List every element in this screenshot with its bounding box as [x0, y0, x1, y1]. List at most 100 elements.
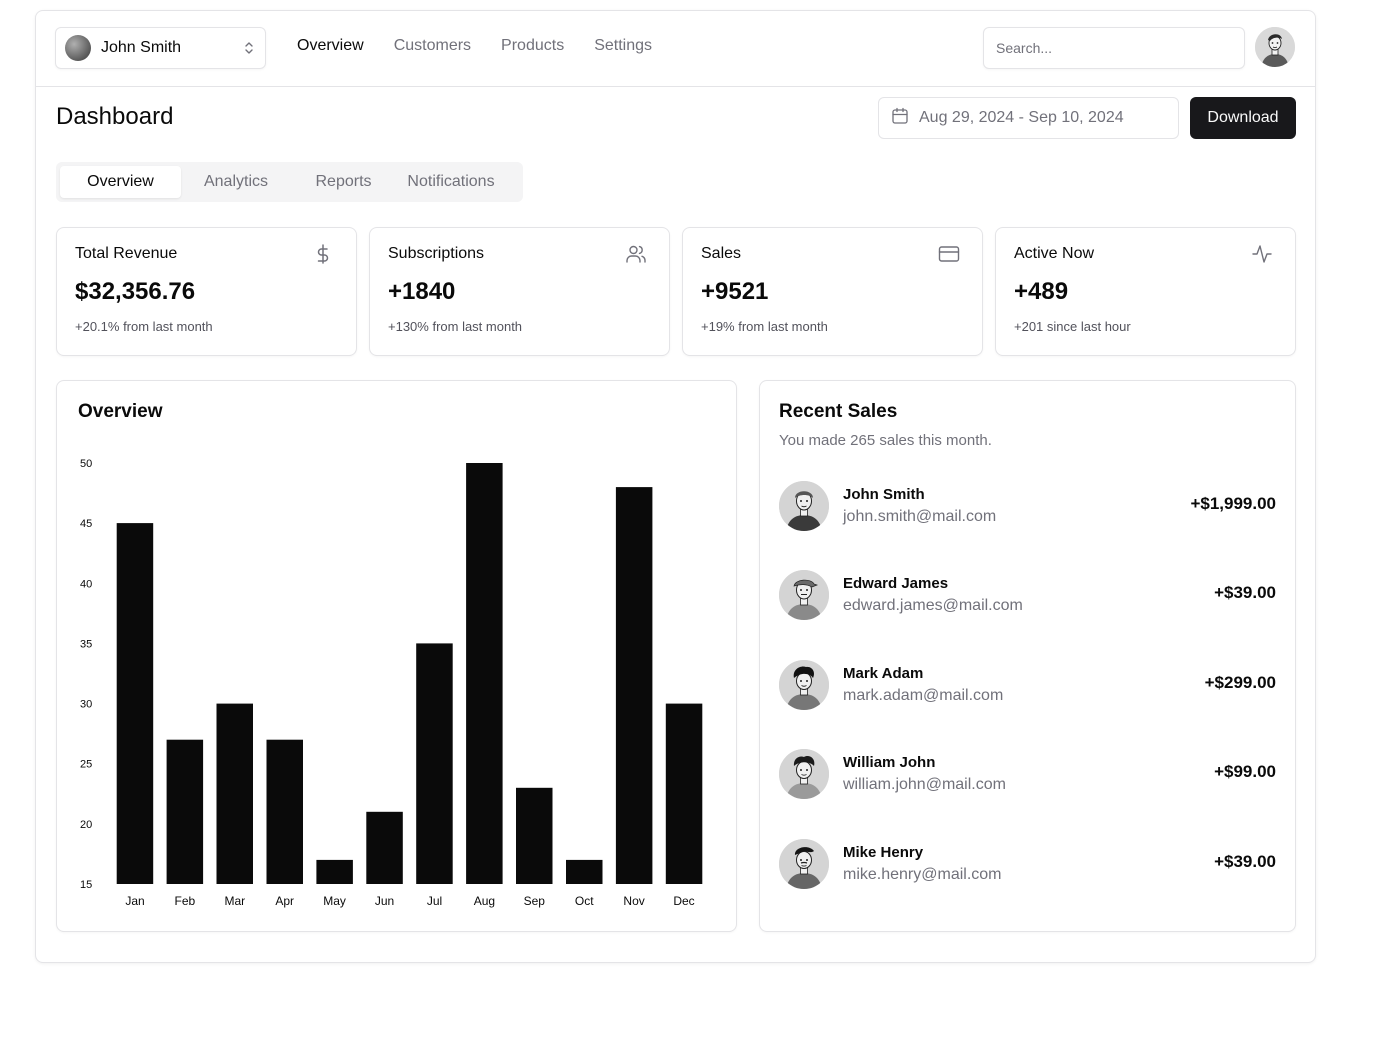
stat-change: +19% from last month [701, 319, 828, 334]
x-tick-label: Sep [524, 894, 546, 908]
main-nav: Overview Customers Products Settings [297, 37, 652, 55]
customer-name: Mark Adam [843, 665, 924, 682]
y-tick-label: 30 [80, 699, 92, 711]
y-tick-label: 20 [80, 819, 92, 831]
sale-row: Mike Henry mike.henry@mail.com +$39.00 [779, 839, 1276, 891]
tab-overview[interactable]: Overview [60, 166, 181, 198]
y-tick-label: 25 [80, 759, 92, 771]
sale-row: William John william.john@mail.com +$99.… [779, 749, 1276, 801]
customer-name: Mike Henry [843, 844, 924, 861]
stat-value: +489 [1014, 278, 1069, 305]
x-tick-label: Jun [375, 894, 394, 908]
sale-amount: +$39.00 [1214, 852, 1276, 871]
team-name: John Smith [101, 39, 182, 56]
avatar [779, 570, 829, 620]
search-input[interactable] [983, 27, 1245, 69]
y-tick-label: 40 [80, 578, 92, 590]
customer-email: mike.henry@mail.com [843, 866, 1002, 883]
y-tick-label: 45 [80, 518, 92, 530]
sale-amount: +$99.00 [1214, 762, 1276, 781]
bar-aug[interactable] [466, 463, 503, 884]
customer-email: william.john@mail.com [843, 776, 1006, 793]
chevron-up-down-icon [243, 40, 255, 56]
customer-name: William John [843, 754, 936, 771]
bar-nov[interactable] [615, 487, 653, 884]
date-range-picker[interactable]: Aug 29, 2024 - Sep 10, 2024 [878, 97, 1179, 139]
stat-change: +20.1% from last month [75, 319, 213, 334]
bar-jan[interactable] [116, 523, 154, 884]
nav-link-settings[interactable]: Settings [594, 37, 652, 54]
bar-jul[interactable] [416, 643, 453, 884]
x-tick-label: Feb [175, 894, 196, 908]
tab-list: Overview Analytics Reports Notifications [56, 162, 523, 202]
sale-row: Mark Adam mark.adam@mail.com +$299.00 [779, 660, 1276, 712]
team-switcher[interactable]: John Smith [55, 27, 266, 69]
x-tick-label: Aug [474, 894, 495, 908]
stat-title: Active Now [1014, 245, 1095, 262]
x-tick-label: May [323, 894, 346, 908]
tab-reports[interactable]: Reports [315, 173, 372, 190]
nav-link-products[interactable]: Products [501, 37, 565, 54]
overview-bar-chart: 15 20 25 30 35 40 45 50 Jan Feb Mar Apr May Jun Jul Aug… [80, 458, 703, 908]
sale-row: John Smith john.smith@mail.com +$1,999.0… [779, 481, 1276, 533]
customer-email: john.smith@mail.com [843, 508, 997, 525]
team-avatar [65, 35, 91, 61]
x-tick-label: Jul [427, 894, 442, 908]
users-icon [625, 243, 647, 265]
stat-value: +9521 [701, 278, 769, 305]
stat-value: $32,356.76 [75, 278, 196, 305]
credit-card-icon [938, 243, 960, 265]
download-button[interactable]: Download [1190, 97, 1296, 139]
customer-email: edward.james@mail.com [843, 597, 1023, 614]
avatar [779, 660, 829, 710]
page-title: Dashboard [56, 103, 174, 130]
avatar [779, 481, 829, 531]
y-tick-label: 50 [80, 458, 92, 470]
stat-change: +201 since last hour [1014, 319, 1131, 334]
nav-link-overview[interactable]: Overview [297, 37, 364, 54]
bar-mar[interactable] [216, 703, 254, 884]
recent-sales-subtitle: You made 265 sales this month. [779, 432, 992, 449]
bar-dec[interactable] [665, 703, 703, 884]
recent-sales-card: Recent Sales You made 265 sales this mon… [759, 380, 1296, 932]
stat-title: Subscriptions [388, 245, 485, 262]
stat-change: +130% from last month [388, 319, 523, 334]
stat-card-active-now: Active Now +489 +201 since last hour [995, 227, 1296, 356]
avatar [779, 749, 829, 799]
bar-feb[interactable] [166, 739, 204, 884]
bar-sep[interactable] [516, 787, 553, 884]
stat-title: Sales [701, 245, 742, 262]
sale-row: Edward James edward.james@mail.com +$39.… [779, 570, 1276, 622]
bar-may[interactable] [316, 859, 353, 884]
date-range-text: Aug 29, 2024 - Sep 10, 2024 [919, 109, 1124, 126]
bar-apr[interactable] [266, 739, 304, 884]
y-tick-label: 35 [80, 638, 92, 650]
stat-value: +1840 [388, 278, 456, 305]
nav-link-customers[interactable]: Customers [393, 37, 472, 54]
user-avatar[interactable] [1255, 27, 1295, 67]
x-tick-label: Mar [224, 894, 245, 908]
sale-amount: +$1,999.00 [1190, 494, 1276, 513]
customer-email: mark.adam@mail.com [843, 687, 1004, 704]
stat-card-subscriptions: Subscriptions +1840 +130% from last mont… [369, 227, 670, 356]
activity-icon [1251, 243, 1273, 265]
calendar-icon [891, 107, 909, 130]
stat-card-sales: Sales +9521 +19% from last month [682, 227, 983, 356]
top-nav: John Smith Overview Customers Products S… [36, 11, 1315, 87]
tab-notifications[interactable]: Notifications [407, 173, 495, 190]
x-tick-label: Apr [275, 894, 294, 908]
x-tick-label: Nov [623, 894, 644, 908]
x-tick-label: Oct [575, 894, 594, 908]
bar-oct[interactable] [566, 859, 603, 884]
bar-jun[interactable] [366, 811, 403, 884]
recent-sales-title: Recent Sales [779, 401, 898, 422]
y-tick-label: 15 [80, 879, 92, 891]
stat-title: Total Revenue [75, 245, 178, 262]
x-tick-label: Jan [125, 894, 144, 908]
avatar [779, 839, 829, 889]
tab-analytics[interactable]: Analytics [203, 173, 269, 190]
overview-chart-card: Overview 15 20 25 30 35 40 45 50 Jan Feb Mar Apr May… [56, 380, 737, 932]
overview-title: Overview [78, 401, 163, 422]
sale-amount: +$39.00 [1214, 583, 1276, 602]
dollar-icon [312, 243, 334, 265]
